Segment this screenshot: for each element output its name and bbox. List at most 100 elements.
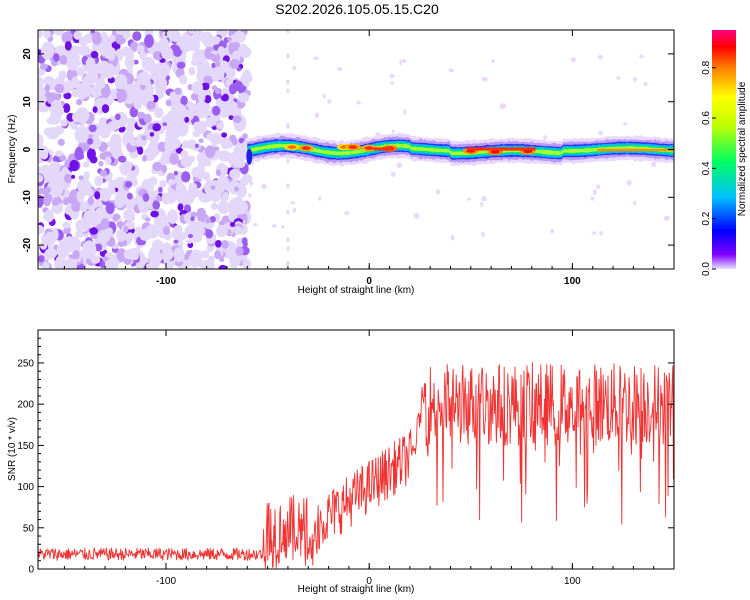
sparse-dot [467,197,471,201]
noise-blob [187,83,193,91]
noise-blob [51,198,60,206]
noise-blob [77,45,91,56]
x-tick-label: -100 [156,276,176,287]
noise-blob [98,160,104,167]
colorbar-gradient [712,30,736,269]
noise-blob [199,170,207,179]
noise-blob [232,50,240,61]
noise-blob [210,202,218,211]
signal-peak-core [287,145,297,149]
noise-blob [114,193,126,209]
noise-blob [161,242,172,257]
noise-blob [85,57,96,71]
noise-blob [123,209,135,221]
noise-blob [212,105,221,116]
noise-blob [177,203,184,211]
noise-blob [131,177,138,187]
noise-blob [219,60,229,72]
sparse-dot [403,109,407,116]
noise-blob [114,113,121,121]
colorbar-tick-label: 0.2 [701,211,712,225]
signal-ridge [373,147,394,151]
noise-blob [119,126,126,132]
y-tick-label: 0 [22,146,33,152]
noise-blob [38,76,44,91]
noise-blob [71,122,78,130]
noise-blob [116,228,127,242]
noise-blob [188,66,196,76]
noise-blob [229,58,240,70]
artifact-dot [286,53,290,59]
noise-blob [82,161,90,168]
sparse-dot [356,100,362,105]
noise-blob [99,260,106,269]
noise-blob [207,46,214,53]
sparse-dot [616,75,621,80]
artifact-dot [286,237,290,243]
colorbar-label: Normalized spectral amplitude [737,81,748,216]
noise-blob [218,150,231,162]
noise-blob [180,150,189,159]
sparse-dot [623,121,628,126]
noise-blob [103,63,116,79]
noise-blob [215,60,221,68]
noise-blob [38,255,45,263]
noise-blob [145,149,156,161]
colorbar-tick-label: 0.0 [701,262,712,276]
noise-blob [242,133,248,140]
noise-blob [133,59,139,65]
sparse-dot [643,81,648,87]
noise-blob [125,181,133,188]
snr-ticks: -100 0 100 0 50 100 150 200 250 [17,330,675,587]
noise-blob [186,238,193,244]
noise-blob [229,134,237,143]
noise-blob [66,55,79,71]
noise-blob [105,156,112,166]
noise-blob [87,70,99,85]
noise-blob [118,240,124,248]
noise-blob [38,68,46,76]
sparse-dot [390,171,396,177]
y-tick-label: -10 [22,190,33,205]
noise-blob [221,132,228,138]
noise-blob [97,229,111,243]
sparse-dot [450,234,455,241]
noise-blob [107,120,119,132]
noise-blob [204,158,212,167]
snr-series-line [38,362,674,569]
noise-blob [55,150,63,157]
spectrogram-ylabel: Frequency (Hz) [7,115,18,184]
noise-blob [69,159,79,172]
noise-blob [170,100,181,114]
noise-blob [216,122,225,130]
noise-blob [188,155,195,163]
noise-blob [62,103,71,114]
noise-blob [126,192,133,200]
artifact-dot [286,260,290,266]
noise-blob [44,209,54,223]
noise-blob [39,63,48,70]
noise-blob [121,160,133,172]
noise-blob [215,88,221,95]
noise-blob [197,120,207,134]
noise-blob [234,186,240,192]
sparse-dot [402,58,407,63]
noise-blob [127,117,136,126]
noise-blob [241,237,248,245]
noise-blob [217,46,225,55]
sparse-dot [396,162,402,169]
noise-blob [228,115,234,120]
noise-blob [94,191,101,200]
noise-blob [80,201,88,213]
noise-blob [237,92,250,103]
noise-blob [53,53,60,62]
noise-blob [169,91,177,101]
noise-blob [50,99,62,115]
noise-blob [76,98,83,106]
noise-blob [174,87,182,95]
sparse-dot [391,129,395,134]
sparse-dot [570,57,576,63]
y-tick-label: 10 [22,96,33,108]
